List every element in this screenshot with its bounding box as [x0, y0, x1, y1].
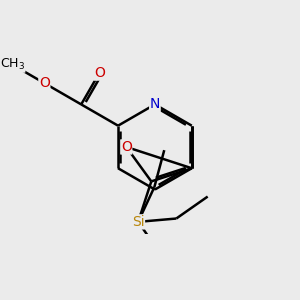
Text: CH$_3$: CH$_3$ — [0, 57, 25, 72]
Text: N: N — [150, 98, 160, 111]
Text: O: O — [121, 140, 132, 154]
Text: O: O — [39, 76, 50, 90]
Text: O: O — [94, 66, 105, 80]
Text: Si: Si — [132, 215, 145, 229]
